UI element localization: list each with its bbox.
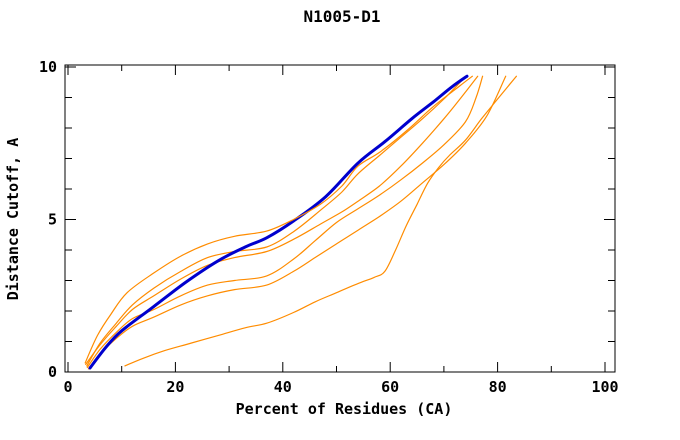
prediction-1-curve xyxy=(84,75,473,364)
plot-area: 0 20 40 60 80 100 0 5 10 xyxy=(39,58,619,396)
prediction-3-curve xyxy=(85,75,479,365)
prediction-6-curve xyxy=(124,75,517,367)
plot-title: N1005-D1 xyxy=(303,7,380,26)
x-tick-label: 60 xyxy=(381,378,399,396)
y-tick-label: 10 xyxy=(39,58,57,76)
prediction-4-curve xyxy=(86,75,484,368)
y-axis-label: Distance Cutoff, A xyxy=(4,138,22,301)
plot-frame xyxy=(64,64,616,373)
x-tick-label: 100 xyxy=(591,378,618,396)
prediction-2-curve xyxy=(86,76,466,367)
x-tick-label: 20 xyxy=(166,378,184,396)
x-tick-label: 0 xyxy=(63,378,72,396)
model-highlight-curve xyxy=(88,74,469,370)
y-tick-label: 0 xyxy=(48,363,57,381)
x-tick-label: 80 xyxy=(489,378,507,396)
y-tick-label: 5 xyxy=(48,211,57,229)
x-axis-label: Percent of Residues (CA) xyxy=(236,400,453,418)
prediction-5-curve xyxy=(87,75,507,370)
x-tick-label: 40 xyxy=(274,378,292,396)
